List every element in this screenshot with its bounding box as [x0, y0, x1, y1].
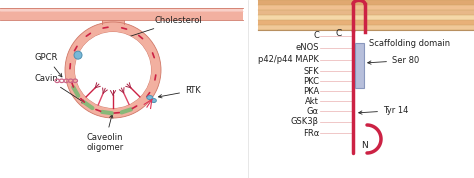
Text: Ser 80: Ser 80	[368, 56, 419, 65]
Text: Akt: Akt	[305, 96, 319, 106]
Text: C: C	[313, 32, 319, 41]
Text: Cholesterol: Cholesterol	[82, 16, 203, 53]
Text: FRα: FRα	[303, 129, 319, 137]
Text: eNOS: eNOS	[295, 43, 319, 53]
Bar	[258, 5, 474, 10]
Bar	[102, 19, 124, 26]
Text: PKC: PKC	[303, 77, 319, 85]
Ellipse shape	[147, 96, 153, 100]
Text: C: C	[336, 28, 342, 38]
Circle shape	[75, 32, 151, 108]
Circle shape	[74, 51, 82, 59]
Bar	[0, 8, 243, 20]
Text: p42/p44 MAPK: p42/p44 MAPK	[258, 56, 319, 64]
Text: PKA: PKA	[303, 87, 319, 96]
Text: SFK: SFK	[303, 67, 319, 75]
Text: GPCR: GPCR	[35, 53, 62, 77]
Bar	[355, 43, 364, 88]
Bar	[258, 25, 474, 30]
Bar	[258, 0, 474, 5]
Bar	[0, 8, 243, 11]
Text: Scaffolding domain: Scaffolding domain	[369, 39, 450, 48]
Text: Caveolin
oligomer: Caveolin oligomer	[86, 115, 124, 152]
Ellipse shape	[151, 99, 156, 103]
Text: RTK: RTK	[158, 86, 201, 98]
Text: N: N	[362, 140, 368, 150]
Text: GSK3β: GSK3β	[291, 117, 319, 127]
Bar	[258, 10, 474, 15]
Text: Tyr 14: Tyr 14	[359, 106, 409, 115]
Bar	[258, 15, 474, 20]
Text: Cavin: Cavin	[35, 74, 85, 103]
Text: Gα: Gα	[307, 106, 319, 116]
Bar	[258, 20, 474, 25]
